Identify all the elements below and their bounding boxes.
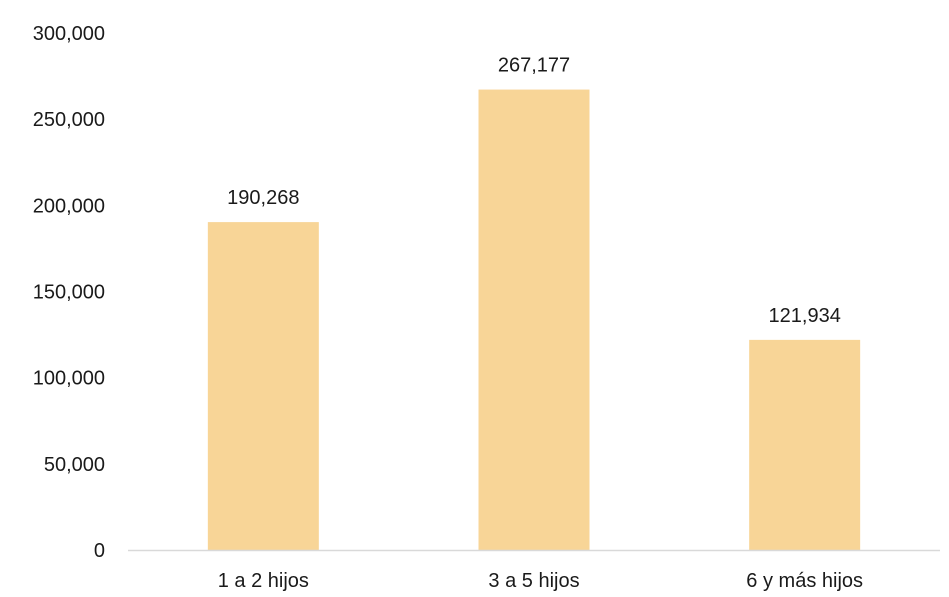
y-tick-label: 250,000	[33, 109, 105, 131]
x-tick-label: 3 a 5 hijos	[488, 570, 579, 592]
y-tick-label: 50,000	[44, 454, 105, 476]
data-labels: 190,268 267,177 121,934	[227, 55, 841, 327]
x-tick-label: 6 y más hijos	[746, 570, 863, 592]
y-tick-label: 200,000	[33, 195, 105, 217]
y-tick-label: 100,000	[33, 368, 105, 390]
bar	[207, 222, 319, 551]
x-tick-label: 1 a 2 hijos	[218, 570, 309, 592]
y-axis-tick-labels: 0 50,000 100,000 150,000 200,000 250,000 300,0…	[33, 23, 105, 562]
y-tick-label: 300,000	[33, 23, 105, 45]
x-axis-category-labels: 1 a 2 hijos 3 a 5 hijos 6 y más hijos	[218, 570, 863, 592]
y-tick-label: 150,000	[33, 282, 105, 304]
bars	[207, 89, 861, 551]
data-label: 121,934	[769, 305, 841, 327]
bar	[478, 89, 590, 550]
data-label: 190,268	[227, 187, 299, 209]
bar	[749, 339, 861, 550]
data-label: 267,177	[498, 55, 570, 77]
y-tick-label: 0	[94, 540, 105, 562]
